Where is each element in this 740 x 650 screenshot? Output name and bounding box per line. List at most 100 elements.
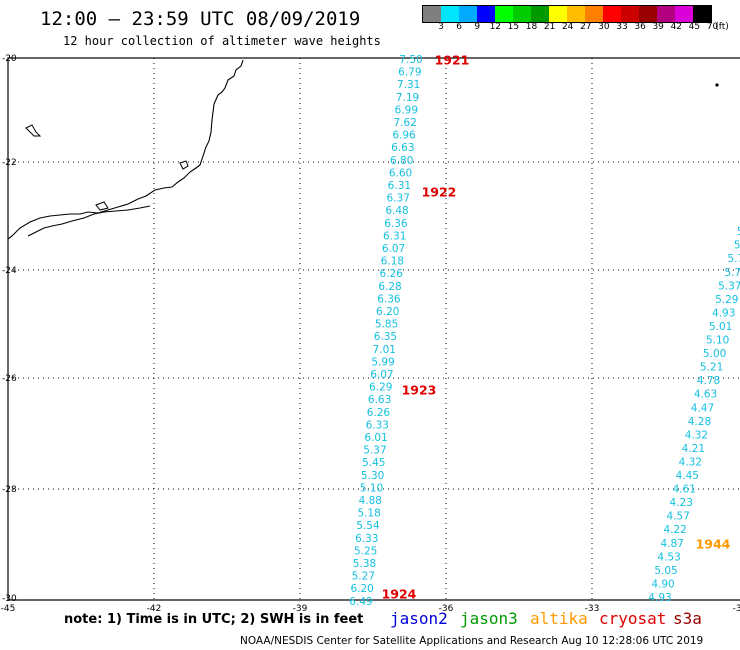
legend-threshold-label: 18	[525, 22, 538, 32]
page-title: 12:00 – 23:59 UTC 08/09/2019	[40, 8, 361, 30]
lat-label: -28	[2, 485, 17, 495]
swh-value: 6.33	[366, 419, 389, 431]
swh-value: 6.28	[378, 281, 401, 293]
legend-threshold-label: 24	[561, 22, 574, 32]
pass-time-label: 1922	[422, 185, 457, 200]
satellite-label-cryosat: cryosat	[599, 609, 667, 628]
legend-threshold-label: 30	[598, 22, 610, 32]
swh-value: 5.37	[718, 280, 740, 292]
swh-value: 5.05	[654, 565, 677, 577]
lat-label: -20	[2, 54, 17, 64]
legend-threshold-label: 27	[580, 22, 592, 32]
legend-threshold-label: 33	[616, 22, 628, 32]
swh-value: 6.99	[395, 104, 418, 116]
swh-value: 6.26	[367, 407, 391, 419]
legend-swatch	[693, 6, 711, 22]
legend-threshold-label: 9	[474, 22, 481, 32]
pass-time-label: 1921	[435, 53, 470, 68]
island-shape	[95, 201, 109, 211]
grid-lines	[8, 58, 740, 600]
swh-value: 5.00	[703, 348, 726, 360]
map-frame	[7, 57, 740, 601]
track-west: 7.506.797.317.196.997.626.966.636.806.60…	[349, 54, 422, 608]
swh-value: 6.20	[376, 306, 399, 318]
legend-threshold-label: 21	[543, 22, 556, 32]
swh-value: 6.29	[369, 382, 392, 394]
legend-threshold-label: 45	[688, 22, 701, 32]
swh-value: 6.63	[391, 142, 414, 154]
swh-value: 5.38	[353, 558, 376, 570]
lat-label: -26	[2, 374, 17, 384]
satellite-label-altika: altika	[530, 609, 588, 628]
satellite-label-jason2: jason2	[390, 609, 448, 628]
swh-value: 4.23	[670, 497, 693, 509]
island-shape	[179, 160, 189, 170]
note-text: note: 1) Time is in UTC; 2) SWH is in fe…	[64, 612, 364, 627]
swh-value: 6.49	[349, 596, 372, 608]
legend-swatch	[477, 6, 495, 22]
swh-value: 4.78	[697, 375, 720, 387]
lon-label: -36	[439, 604, 454, 614]
swh-value: 5.45	[362, 457, 385, 469]
swh-value: 5.85	[375, 319, 398, 331]
swh-value: 6.33	[355, 533, 378, 545]
swh-value: 5.18	[357, 508, 380, 520]
swh-value: 5.37	[363, 445, 386, 457]
swh-value: 5.10	[360, 482, 383, 494]
lon-label: -45	[1, 604, 16, 614]
swh-value: 6.63	[368, 394, 391, 406]
pass-time-label: 1924	[382, 587, 417, 602]
swh-value: 4.32	[679, 456, 702, 468]
swh-value: 6.79	[398, 67, 421, 79]
lat-label: -24	[2, 266, 17, 276]
swh-value: 6.48	[385, 205, 408, 217]
legend-swatch	[495, 6, 513, 22]
legend-swatch	[567, 6, 585, 22]
legend-threshold-label: 42	[670, 22, 683, 32]
legend-swatch	[531, 6, 549, 22]
swh-value: 7.50	[399, 54, 422, 66]
lon-label: -42	[147, 604, 162, 614]
axis-labels: -20-22-24-26-28-30-45-42-39-36-33-30	[1, 54, 740, 614]
swh-value: 5.10	[706, 335, 729, 347]
lon-label: -39	[293, 604, 308, 614]
legend-swatch	[639, 6, 657, 22]
legend-threshold-label: 70	[706, 22, 719, 32]
swh-value: 5.99	[371, 356, 394, 368]
satellite-label-s3a: s3a	[673, 609, 702, 628]
legend-swatch	[675, 6, 693, 22]
swh-value: 6.18	[381, 256, 404, 268]
lat-label: -30	[2, 594, 17, 604]
swh-value: 4.22	[663, 524, 686, 536]
lon-label: -33	[585, 604, 600, 614]
swh-value: 4.87	[660, 538, 683, 550]
page-subtitle: 12 hour collection of altimeter wave hei…	[63, 34, 381, 48]
pass-time-labels: 1921 1922 1923 1924 1944	[382, 53, 731, 602]
swh-value: 5.27	[352, 571, 375, 583]
swh-value: 6.26	[380, 268, 404, 280]
swh-value: 4.93	[648, 592, 671, 604]
swh-value: 6.07	[382, 243, 405, 255]
legend-swatch	[657, 6, 675, 22]
legend-swatch	[603, 6, 621, 22]
swh-value: 5.7	[728, 253, 740, 265]
swh-value: 4.61	[673, 484, 696, 496]
swh-value: 7.01	[373, 344, 396, 356]
color-legend	[422, 5, 712, 23]
lon-label: -30	[733, 604, 740, 614]
legend-swatch	[549, 6, 567, 22]
footer-credit: NOAA/NESDIS Center for Satellite Applica…	[240, 635, 704, 647]
island-dot	[715, 83, 719, 87]
legend-threshold-label: 39	[652, 22, 664, 32]
swh-value: 6.20	[350, 583, 373, 595]
legend-threshold-label: 12	[489, 22, 502, 32]
legend-threshold-label: 36	[634, 22, 646, 32]
swh-value: 4.90	[651, 578, 674, 590]
swh-value: 6.07	[370, 369, 393, 381]
swh-value: 6.80	[390, 155, 413, 167]
swh-value: 4.45	[676, 470, 699, 482]
pass-time-label: 1944	[696, 537, 731, 552]
legend-unit-label: (ft)	[715, 22, 729, 32]
legend-swatch	[459, 6, 477, 22]
swh-value: 5.01	[709, 321, 732, 333]
